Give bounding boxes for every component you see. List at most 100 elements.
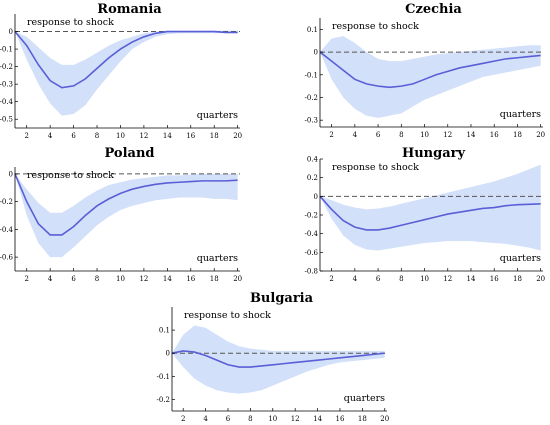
response-annotation: response to shock [332,162,419,173]
confidence-band [15,173,238,258]
y-tick-label: 0 [314,49,318,57]
panel-hungary: 0.4 0.2 0 -0.2 -0.4 -0.6 -0.8 2 4 6 8 10 12 14 16 18 20 H… [305,146,546,283]
x-tick-label: 2 [24,275,28,283]
median-response-line [171,350,385,368]
x-tick-label: 2 [181,415,185,423]
x-tick-label: 20 [233,132,242,140]
x-tick-label: 14 [467,275,476,283]
x-tick-label: 16 [186,132,195,140]
x-tick-label: 12 [291,415,300,423]
y-tick-label: -0.2 [305,94,319,102]
x-tick-label: 10 [420,131,429,139]
x-tick-label: 14 [467,131,476,139]
y-tick-label: -0.6 [305,249,319,257]
y-tick-label: -0.4 [0,226,14,234]
y-tick-label: 0 [166,350,170,358]
y-tick-label: -0.1 [157,373,171,381]
x-tick-label: 8 [95,275,99,283]
y-tick-label: -0.2 [305,212,319,220]
y-tick-label: -0.2 [0,198,13,206]
y-tick-label: 0 [9,170,13,178]
panel-bulgaria: 0.1 0 -0.1 -0.2 2 4 6 8 10 12 14 16 18 20 Bulgaria resp… [157,291,390,423]
x-tick-label: 18 [513,131,522,139]
x-tick-label: 8 [95,132,99,140]
x-tick-label: 12 [443,131,452,139]
y-tick-label: -0.4 [305,230,319,238]
panel-czechia: 0.1 0 -0.1 -0.2 -0.3 2 4 6 8 10 12 14 16 18 20 Czechia r… [305,2,546,139]
x-tick-label: 6 [226,415,231,423]
x-tick-label: 14 [163,275,172,283]
response-annotation: response to shock [184,310,271,321]
x-tick-label: 6 [376,131,381,139]
x-tick-label: 4 [48,275,53,283]
x-tick-label: 6 [376,275,381,283]
x-tick-label: 20 [233,275,242,283]
y-tick-label: -0.3 [305,117,319,125]
panel-title: Czechia [405,2,462,17]
x-tick-label: 14 [313,415,322,423]
x-tick-label: 2 [329,131,333,139]
y-tick-label: 0.2 [307,174,318,182]
y-tick-label: 0.4 [307,156,319,164]
x-tick-label: 4 [48,132,53,140]
y-tick-label: 0.1 [159,327,170,335]
x-tick-label: 4 [353,275,358,283]
x-tick-label: 20 [380,415,389,423]
median-response-line [319,195,541,231]
x-tick-label: 6 [71,132,76,140]
panel-title: Poland [104,146,154,161]
confidence-band [320,164,541,251]
y-tick-label: 0 [314,193,318,201]
y-tick-label: -0.2 [0,63,13,71]
x-axis-label: quarters [197,253,238,264]
y-tick-label: -0.5 [0,116,13,124]
x-tick-label: 8 [399,275,403,283]
x-tick-label: 10 [116,132,125,140]
x-tick-label: 4 [203,415,208,423]
x-tick-label: 2 [24,132,28,140]
y-tick-label: -0.1 [305,71,319,79]
x-tick-label: 12 [443,275,452,283]
x-tick-label: 16 [490,275,499,283]
x-axis-label: quarters [500,109,541,120]
x-tick-label: 10 [116,275,125,283]
confidence-band [15,30,238,116]
x-tick-label: 2 [329,275,333,283]
response-annotation: response to shock [27,170,114,181]
y-tick-label: 0 [9,28,13,36]
x-tick-label: 10 [268,415,277,423]
panel-title: Bulgaria [250,291,314,306]
x-tick-label: 18 [210,275,219,283]
x-tick-label: 18 [513,275,522,283]
confidence-band [172,325,385,394]
y-tick-label: -0.8 [305,268,319,276]
median-response-line [319,51,541,89]
y-tick-label: -0.6 [0,254,14,262]
x-tick-label: 20 [536,275,545,283]
median-response-line [14,173,238,236]
x-tick-label: 8 [399,131,403,139]
y-tick-label: -0.4 [0,98,14,106]
x-tick-label: 8 [248,415,252,423]
x-axis-label: quarters [500,253,541,264]
x-tick-label: 18 [210,132,219,140]
x-tick-label: 14 [163,132,172,140]
x-tick-label: 16 [186,275,195,283]
x-tick-label: 10 [420,275,429,283]
y-tick-label: -0.1 [0,46,13,54]
panel-title: Romania [97,2,162,17]
panel-title: Hungary [402,146,466,161]
x-axis-label: quarters [344,393,385,404]
x-tick-label: 18 [358,415,367,423]
x-tick-label: 12 [139,275,148,283]
y-tick-label: 0.1 [307,26,318,34]
x-axis-label: quarters [197,110,238,121]
median-response-line [14,30,238,89]
x-tick-label: 4 [353,131,358,139]
y-tick-label: -0.2 [157,396,171,404]
panel-romania: 0 -0.1 -0.2 -0.3 -0.4 -0.5 2 4 6 8 10 12 14 16 18 20 Rom… [0,2,242,140]
x-tick-label: 6 [71,275,76,283]
panel-poland: 0 -0.2 -0.4 -0.6 2 4 6 8 10 12 14 16 18 20 Poland respo… [0,146,242,283]
x-tick-label: 20 [536,131,545,139]
